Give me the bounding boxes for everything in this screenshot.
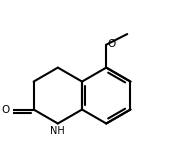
Text: O: O [1,104,9,114]
Text: NH: NH [50,126,65,136]
Text: O: O [107,39,115,49]
